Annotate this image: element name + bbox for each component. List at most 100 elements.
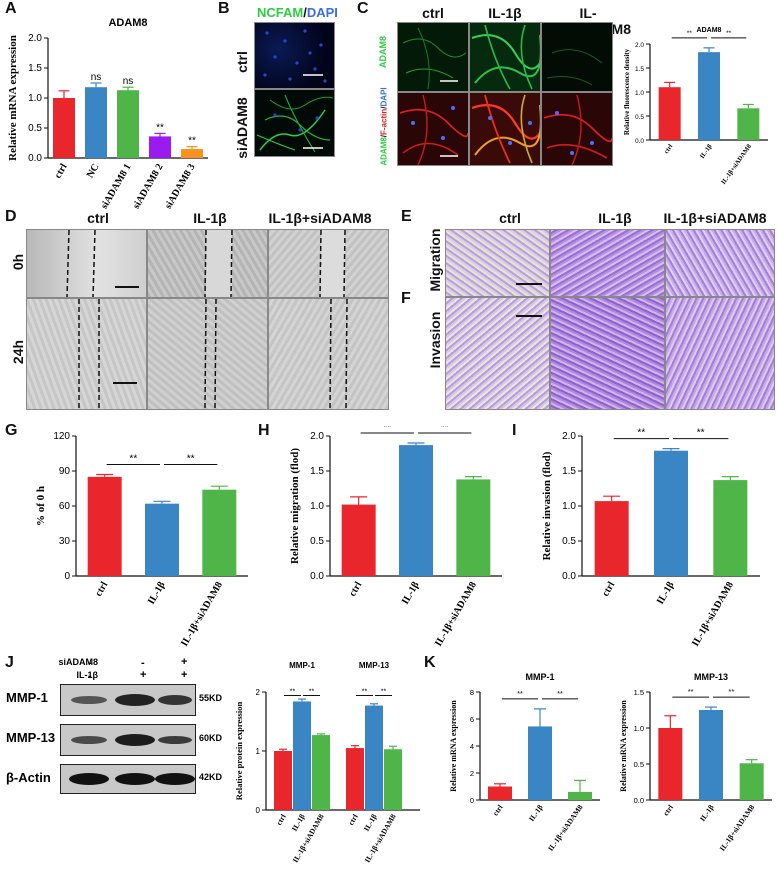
panel-c-row1-label-wrap: ADAM8 xyxy=(374,22,392,90)
chart-c-ytick-label: 2.0 xyxy=(635,42,644,49)
transwell-migration-ctrl-scale xyxy=(516,283,542,285)
chart-a-annotation: ** xyxy=(156,122,164,133)
chart-c-ytick-label: 0.5 xyxy=(635,114,644,121)
chart-g-sig-label: ** xyxy=(129,454,137,465)
chart-c-bar xyxy=(658,87,681,140)
wb-kd-mmp13: 60KD xyxy=(199,733,223,743)
transwell-invasion-il1b xyxy=(550,297,665,410)
chart-k2-sig-label: ** xyxy=(688,687,694,696)
panel-c-col-ctrl: ctrl xyxy=(422,5,444,21)
chart-k1-ytick-label: 2 xyxy=(470,769,474,778)
transwell-invasion-ctrl-scale xyxy=(516,315,542,317)
chart-k1-sig-label: ** xyxy=(557,689,563,698)
chart-g-ytick-label: 120 xyxy=(53,431,70,442)
chart-j-bar xyxy=(346,748,364,810)
chart-a-bar xyxy=(85,87,107,158)
chart-k1-category-label: ctrl xyxy=(491,803,505,817)
chart-j-ytick-label: 1 xyxy=(256,747,261,756)
transwell-migration-il1b xyxy=(550,229,665,297)
transwell-migration-siadam8 xyxy=(665,229,775,297)
panel-f-row-invasion: Invasion xyxy=(427,311,443,369)
sep-part-1: / xyxy=(379,134,389,138)
chart-h-ytick-label: 0.0 xyxy=(310,571,324,582)
scratch-ctrl-24h-lines xyxy=(78,299,137,409)
chart-c-sig-label: ** xyxy=(687,30,693,37)
panel-b-row-siadam8: siADAM8 xyxy=(234,97,250,159)
chart-h-category-label: IL-1β xyxy=(400,580,422,606)
chart-i-category-label: IL-1β xyxy=(655,580,677,606)
chart-i-sig-label: ** xyxy=(637,428,645,439)
chart-h-ytick-label: 1.0 xyxy=(310,501,324,512)
chart-h-category-label: ctrl xyxy=(347,580,364,599)
chart-j-bar xyxy=(384,749,402,810)
chart-j-category-label: ctrl xyxy=(346,813,359,827)
chart-h-ytick-label: 2.0 xyxy=(310,431,324,442)
chart-i-bar xyxy=(594,501,629,576)
if-c-il1b-adam8 xyxy=(469,22,541,92)
chart-j-sig-label: ** xyxy=(309,688,315,695)
chart-k1-ytick-label: 0 xyxy=(470,796,474,805)
chart-h-category-label: IL-1β+siADAM8 xyxy=(433,580,479,648)
wb-sign-1-1: - xyxy=(88,657,92,669)
chart-k2-category-label: IL-1β+siADAM8 xyxy=(718,803,757,853)
chart-j-bar xyxy=(365,705,383,810)
wb-label-bactin: β-Actin xyxy=(6,770,51,785)
if-c-il1b-merge-pattern xyxy=(471,94,540,164)
chart-j-sig-label: ** xyxy=(290,688,296,695)
panel-c-row2-label-wrap: ADAM8/F-actin/DAPI xyxy=(374,87,392,165)
chart-j-group-label: MMP-13 xyxy=(359,661,390,670)
dapi-label: DAPI xyxy=(306,5,338,20)
chart-k2-ytick-label: 1.0 xyxy=(634,724,644,733)
chart-a-annotation: ns xyxy=(123,76,134,87)
wb-treat-label-siadam8: siADAM8 xyxy=(58,657,98,667)
wb-kd-mmp1: 55KD xyxy=(199,693,223,703)
if-c-siadam8-merge xyxy=(541,92,613,166)
panel-e-col-il1b: IL-1β xyxy=(598,210,632,226)
chart-h-sig-label: ** xyxy=(441,426,449,433)
chart-c-bar xyxy=(698,52,720,140)
panel-label-e: E xyxy=(401,208,412,225)
scratch-siadam8-0h xyxy=(268,229,389,298)
chart-k1-category-label: IL-1β xyxy=(527,803,545,823)
chart-h-bar xyxy=(341,504,376,576)
chart-a-ytick-label: 0.5 xyxy=(28,123,42,134)
chart-j-category-label: IL-1β xyxy=(362,812,379,832)
dapi-part: DAPI xyxy=(379,87,389,107)
chart-a-title: ADAM8 xyxy=(108,17,147,29)
scratch-ctrl-24h xyxy=(26,298,147,410)
if-siadam8-fibers xyxy=(256,94,334,153)
panel-label-c: C xyxy=(357,0,369,17)
if-ctrl-nuclei xyxy=(263,29,327,83)
panel-label-i: I xyxy=(512,422,517,439)
chart-g-bar xyxy=(87,476,122,576)
transwell-invasion-ctrl xyxy=(445,297,550,410)
scratch-ctrl-0h-lines xyxy=(66,230,139,297)
chart-j-category-label: IL-1β xyxy=(290,812,307,832)
chart-j-category-label: ctrl xyxy=(274,813,287,827)
scratch-ctrl-0h xyxy=(26,229,147,298)
scratch-il1b-24h xyxy=(147,298,268,410)
chart-c-ytick-label: 0.0 xyxy=(635,138,644,145)
wb-label-mmp1: MMP-1 xyxy=(6,690,48,705)
transwell-migration-ctrl xyxy=(445,229,550,297)
if-c-ctrl-adam8-pattern xyxy=(402,27,467,90)
ncfam-label: NCFAM xyxy=(257,5,304,20)
chart-a-category-label: ctrl xyxy=(53,162,70,181)
chart-c-bar xyxy=(737,108,760,140)
factin-part: F-actin xyxy=(379,108,389,135)
wb-treat-label-il1b: IL-1β xyxy=(76,670,99,680)
chart-j-ylabel: Relative protein expression xyxy=(234,702,244,801)
panel-label-j: J xyxy=(5,654,14,671)
chart-i-category-label: ctrl xyxy=(600,580,617,599)
if-c-il1b-adam8-pattern xyxy=(471,24,540,90)
chart-k2-ylabel: Relative mRNA expression xyxy=(619,700,628,792)
chart-a-bar xyxy=(149,136,171,158)
chart-k2-title: MMP-13 xyxy=(694,672,728,682)
panel-label-a: A xyxy=(5,0,17,17)
chart-c-title: ADAM8 xyxy=(697,27,722,34)
chart-k1-title: MMP-1 xyxy=(526,672,555,682)
if-c-siadam8-adam8-pattern xyxy=(546,49,603,86)
chart-g-category-label: ctrl xyxy=(93,580,110,599)
if-image-siadam8 xyxy=(254,89,335,157)
